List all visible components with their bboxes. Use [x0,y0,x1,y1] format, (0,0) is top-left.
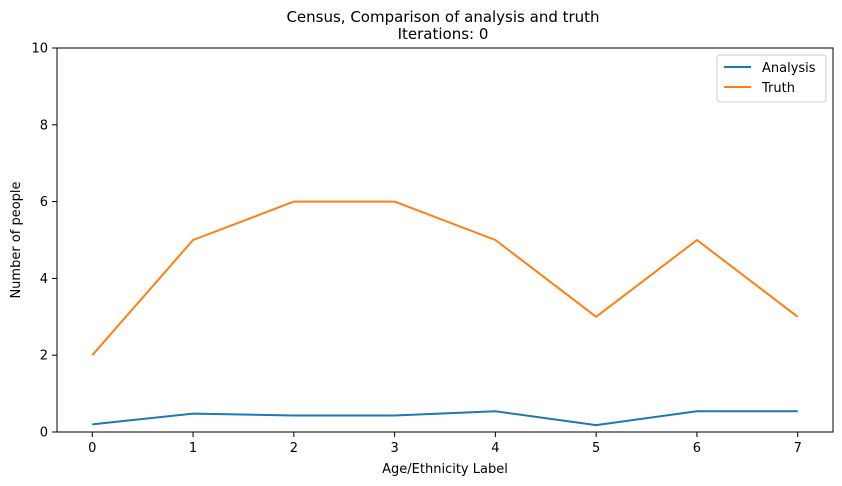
y-tick-label: 2 [40,349,48,364]
x-tick-label: 6 [693,441,701,456]
y-tick-label: 0 [40,426,48,441]
y-tick-label: 10 [31,42,48,57]
x-tick-label: 3 [390,441,398,456]
y-tick-label: 4 [40,272,48,287]
y-axis-ticks: 0 2 4 6 8 10 [31,42,57,441]
x-tick-label: 5 [592,441,600,456]
legend-label-analysis: Analysis [762,61,816,76]
x-tick-label: 7 [794,441,802,456]
x-tick-label: 1 [189,441,197,456]
x-tick-label: 2 [290,441,298,456]
y-tick-label: 8 [40,118,48,133]
plot-area-frame [56,47,834,433]
y-axis-label: Number of people [9,181,24,298]
series-line-truth [91,200,799,356]
x-tick-label: 0 [88,441,96,456]
y-tick-label: 6 [40,195,48,210]
chart-title: Census, Comparison of analysis and truth [286,8,599,26]
x-tick-label: 4 [491,441,499,456]
chart-subtitle: Iterations: 0 [398,25,489,43]
x-axis-label: Age/Ethnicity Label [382,462,508,477]
legend-label-truth: Truth [761,81,795,96]
legend: Analysis Truth [716,54,827,103]
x-axis-ticks: 0 1 2 3 4 5 6 7 [88,432,802,456]
series-line-analysis [92,410,798,427]
series-layer [91,200,799,427]
